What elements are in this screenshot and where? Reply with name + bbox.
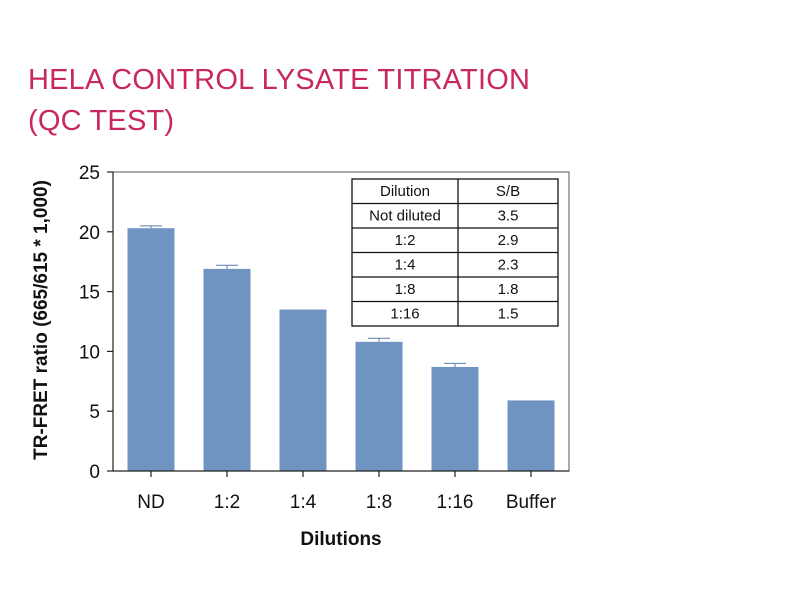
- y-axis: 0 5 10 15 20 25: [79, 163, 114, 483]
- table-cell: 1:4: [395, 257, 416, 274]
- table-cell: 2.9: [498, 232, 519, 249]
- chart-title-line-1: HELA CONTROL LYSATE TITRATION: [28, 64, 531, 96]
- table-cell: 2.3: [498, 257, 519, 274]
- x-tick-label: ND: [137, 492, 164, 513]
- bar-3: [355, 341, 403, 471]
- table-cell: 3.5: [498, 208, 519, 225]
- x-tick-label: 1:8: [366, 492, 392, 513]
- table-cell: 1.8: [498, 281, 519, 298]
- y-tick-label: 5: [89, 402, 100, 423]
- table-cell: 1.5: [498, 306, 519, 323]
- inset-table: Dilution S/B Not diluted 3.5 1:2 2.9 1:4 2.3 1:8…: [351, 178, 559, 327]
- table-cell: 1:16: [390, 306, 419, 323]
- bars: [127, 228, 555, 471]
- bar-4: [431, 366, 479, 471]
- y-tick-label: 25: [79, 163, 100, 184]
- table-cell: 1:2: [395, 232, 416, 249]
- x-axis: ND 1:2 1:4 1:8 1:16 Buffer: [113, 470, 569, 513]
- x-tick-label: 1:16: [437, 492, 474, 513]
- y-tick-label: 15: [79, 283, 100, 304]
- x-axis-title: Dilutions: [300, 529, 381, 550]
- bar-5: [507, 400, 555, 471]
- table-cell: 1:8: [395, 281, 416, 298]
- y-axis-title: TR-FRET ratio (665/615 * 1,000): [31, 180, 52, 460]
- y-tick-label: 20: [79, 223, 100, 244]
- bar-2: [279, 309, 327, 471]
- y-tick-label: 10: [79, 342, 100, 363]
- chart-title: HELA CONTROL LYSATE TITRATION (QC TEST): [28, 60, 628, 142]
- bar-0: [127, 228, 175, 471]
- y-tick-label: 0: [89, 462, 100, 483]
- table-header-cell: Dilution: [380, 183, 430, 200]
- error-bars: [140, 225, 466, 367]
- x-tick-label: Buffer: [506, 492, 557, 513]
- table-header-cell: S/B: [496, 183, 520, 200]
- chart-title-line-2: (QC TEST): [28, 105, 175, 137]
- x-tick-label: 1:4: [290, 492, 317, 513]
- bar-1: [203, 268, 251, 471]
- x-tick-label: 1:2: [214, 492, 240, 513]
- table-cell: Not diluted: [369, 208, 441, 225]
